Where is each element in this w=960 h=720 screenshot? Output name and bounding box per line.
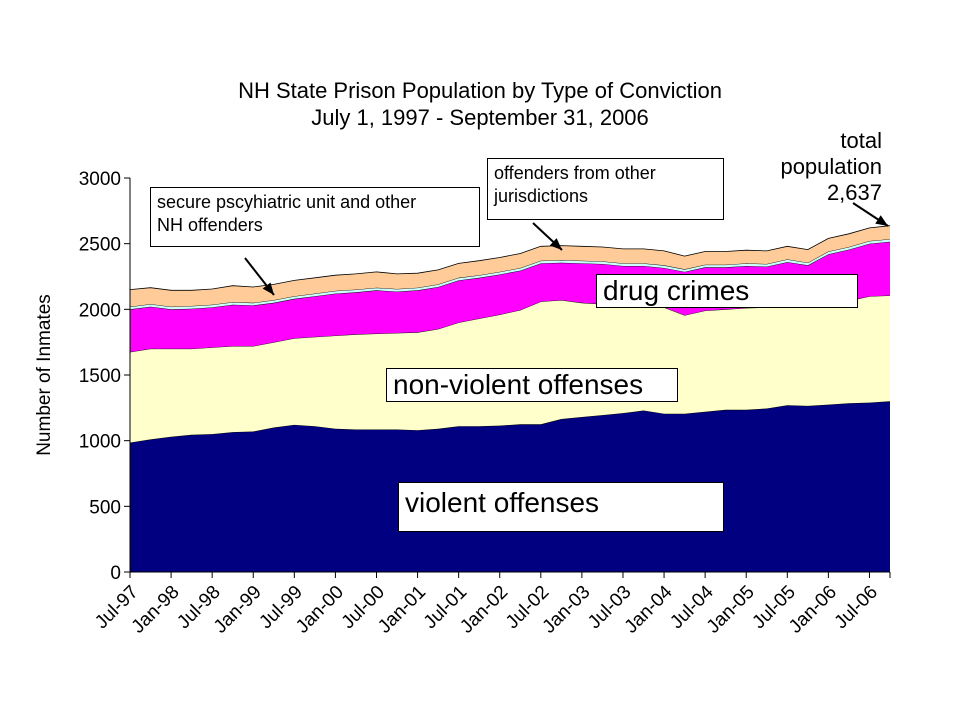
total-population-annotation: total population 2,637 <box>780 128 882 206</box>
label-box-non-violent: non-violent offenses <box>386 368 678 402</box>
y-tick-label: 1000 <box>79 432 121 453</box>
area-series-2 <box>130 241 890 352</box>
label-drug-crimes: drug crimes <box>603 275 750 306</box>
arrow-psychiatric-head <box>262 282 274 295</box>
area-series-edge-4 <box>129 225 891 291</box>
y-tick-label: 500 <box>89 497 121 518</box>
arrow-other-jurisdictions-head <box>549 238 562 250</box>
y-tick-label: 1500 <box>79 366 121 387</box>
x-tick-label: Jul-06 <box>831 582 882 633</box>
area-series-edge-0 <box>129 400 891 443</box>
y-tick-label: 2000 <box>79 300 121 321</box>
label-box-other-jurisdictions: offenders from other jurisdictions <box>487 158 724 220</box>
label-box-violent: violent offenses <box>398 482 724 532</box>
y-axis-label: Number of Inmates <box>34 294 55 456</box>
x-tick-label: Jan-04 <box>621 581 677 637</box>
label-other-line-2: jurisdictions <box>494 186 589 206</box>
label-box-drug-crimes: drug crimes <box>596 274 858 308</box>
label-psychiatric-line-2: NH offenders <box>157 215 263 235</box>
area-series-4 <box>130 225 890 307</box>
label-box-psychiatric: secure pscyhiatric unit and other NH off… <box>150 187 480 247</box>
total-line-1: total <box>840 128 882 153</box>
total-line-2: population <box>780 154 882 179</box>
total-value: 2,637 <box>826 180 882 205</box>
y-tick-label: 2500 <box>79 235 121 256</box>
y-tick-label: 3000 <box>79 169 121 190</box>
label-psychiatric-line-1: secure pscyhiatric unit and other <box>157 192 417 212</box>
label-violent: violent offenses <box>405 487 600 518</box>
label-non-violent: non-violent offenses <box>393 369 644 400</box>
chart-subtitle: July 1, 1997 - September 31, 2006 <box>311 105 649 130</box>
arrow-total-population-head <box>875 215 888 226</box>
y-tick-label: 0 <box>110 563 121 584</box>
chart-title: NH State Prison Population by Type of Co… <box>238 78 722 103</box>
label-other-line-1: offenders from other <box>494 163 656 183</box>
annotation-arrows <box>244 202 889 296</box>
